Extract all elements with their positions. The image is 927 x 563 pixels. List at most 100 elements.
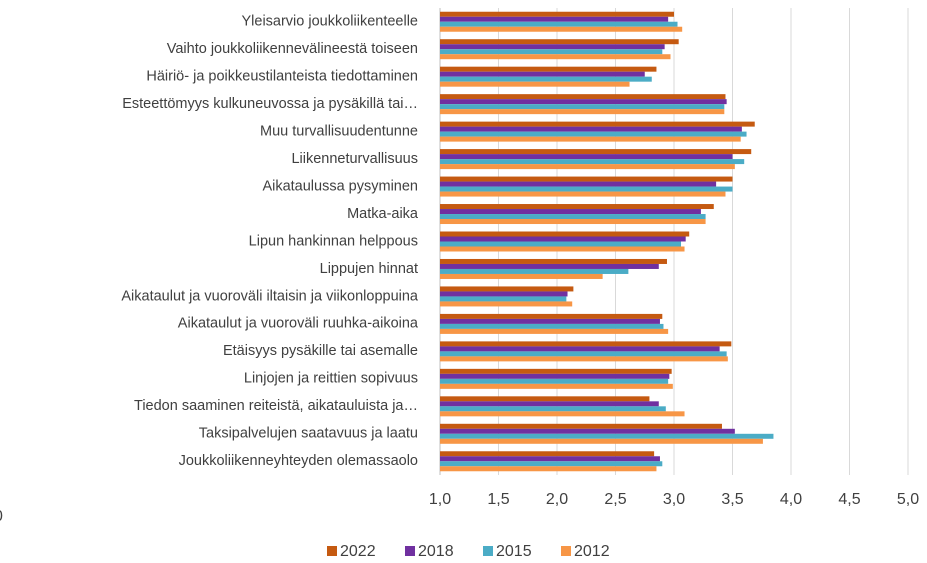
bar	[440, 154, 733, 160]
legend-swatch	[561, 546, 571, 556]
y-tick-label: Matka-aika	[347, 206, 419, 222]
bar	[440, 368, 672, 374]
bar	[440, 373, 670, 379]
legend-label: 2018	[418, 543, 454, 560]
y-tick-label: Lipun hankinnan helppous	[249, 233, 418, 249]
bar	[440, 49, 663, 55]
legend-label: 2012	[574, 543, 610, 560]
bar	[440, 99, 727, 105]
bar	[440, 121, 755, 127]
bar	[440, 131, 747, 137]
bar	[440, 286, 574, 292]
x-tick-label: 2,0	[546, 491, 568, 508]
bar	[440, 186, 733, 192]
y-tick-label: Yleisarvio joukkoliikenteelle	[241, 14, 418, 30]
bar	[440, 16, 669, 22]
bar	[440, 104, 725, 110]
x-tick-label: 3,0	[663, 491, 685, 508]
bar	[440, 109, 725, 115]
bar	[440, 81, 630, 87]
y-tick-label: Vaihto joukkoliikennevälineestä toiseen	[167, 41, 418, 57]
y-tick-label: Aikataulut ja vuoroväli ruuhka-aikoina	[178, 316, 419, 332]
bar	[440, 296, 567, 302]
y-tick-label: Aikataulussa pysyminen	[262, 178, 418, 194]
x-tick-label: 1,5	[487, 491, 509, 508]
y-tick-label: Etäisyys pysäkille tai asemalle	[223, 343, 418, 359]
bar	[440, 94, 726, 100]
bar	[440, 456, 660, 462]
bar	[440, 258, 667, 264]
legend-swatch	[405, 546, 415, 556]
bar	[440, 181, 717, 187]
x-tick-label: 5,0	[897, 491, 919, 508]
bar	[440, 301, 573, 307]
bar	[440, 328, 669, 334]
bar	[440, 401, 659, 407]
bar	[440, 433, 774, 439]
y-tick-label: Esteettömyys kulkuneuvossa ja pysäkillä …	[122, 96, 418, 112]
y-tick-label: Joukkoliikenneyhteyden olemassaolo	[179, 453, 418, 469]
bar	[440, 236, 686, 242]
bar	[440, 136, 741, 142]
bar	[440, 209, 701, 215]
bar	[440, 39, 679, 45]
bar	[440, 341, 732, 347]
bar	[440, 21, 678, 27]
bar	[440, 313, 663, 319]
bar	[440, 291, 568, 297]
bar	[440, 356, 728, 362]
bar	[440, 438, 763, 444]
bar	[440, 26, 683, 32]
legend-swatch	[327, 546, 337, 556]
legend-label: 2022	[340, 543, 376, 560]
bar	[440, 44, 665, 50]
bar	[440, 71, 645, 77]
y-tick-label: Liikenneturvallisuus	[291, 151, 418, 167]
x-tick-label: 4,0	[780, 491, 802, 508]
bar	[440, 378, 669, 384]
bar	[440, 204, 714, 210]
bar	[440, 159, 745, 165]
bar	[440, 466, 657, 472]
bar	[440, 231, 690, 237]
bar	[440, 11, 674, 17]
x-tick-label: 2,5	[604, 491, 626, 508]
legend-label: 2015	[496, 543, 532, 560]
bar	[440, 268, 629, 274]
bar	[440, 164, 735, 170]
bar	[440, 461, 663, 467]
bar	[440, 246, 685, 252]
x-tick-label: 1,0	[429, 491, 451, 508]
y-tick-label: Häiriö- ja poikkeustilanteista tiedottam…	[146, 69, 418, 85]
bar	[440, 54, 671, 60]
bar	[440, 176, 733, 182]
bar	[440, 351, 727, 357]
annotation: 0	[0, 508, 3, 525]
bar	[440, 66, 657, 72]
bar	[440, 323, 664, 329]
bar	[440, 126, 742, 132]
y-tick-label: Lippujen hinnat	[320, 261, 418, 277]
bar	[440, 423, 722, 429]
y-tick-label: Taksipalvelujen saatavuus ja laatu	[199, 426, 418, 442]
bar	[440, 428, 735, 434]
bar	[440, 318, 660, 324]
bar	[440, 149, 752, 155]
bar	[440, 346, 720, 352]
y-tick-label: Tiedon saaminen reiteistä, aikatauluista…	[134, 398, 418, 414]
bar	[440, 241, 682, 247]
x-tick-label: 4,5	[838, 491, 860, 508]
y-tick-label: Linjojen ja reittien sopivuus	[244, 371, 418, 387]
y-tick-label: Muu turvallisuudentunne	[260, 123, 418, 139]
bar	[440, 219, 706, 225]
bar	[440, 406, 666, 412]
bar	[440, 411, 685, 417]
x-tick-label: 3,5	[721, 491, 743, 508]
bar	[440, 76, 652, 82]
bar	[440, 396, 650, 402]
bar	[440, 191, 726, 197]
bar	[440, 263, 659, 269]
y-tick-label: Aikataulut ja vuoroväli iltaisin ja viik…	[121, 288, 419, 304]
bar	[440, 383, 673, 389]
bar	[440, 451, 655, 457]
